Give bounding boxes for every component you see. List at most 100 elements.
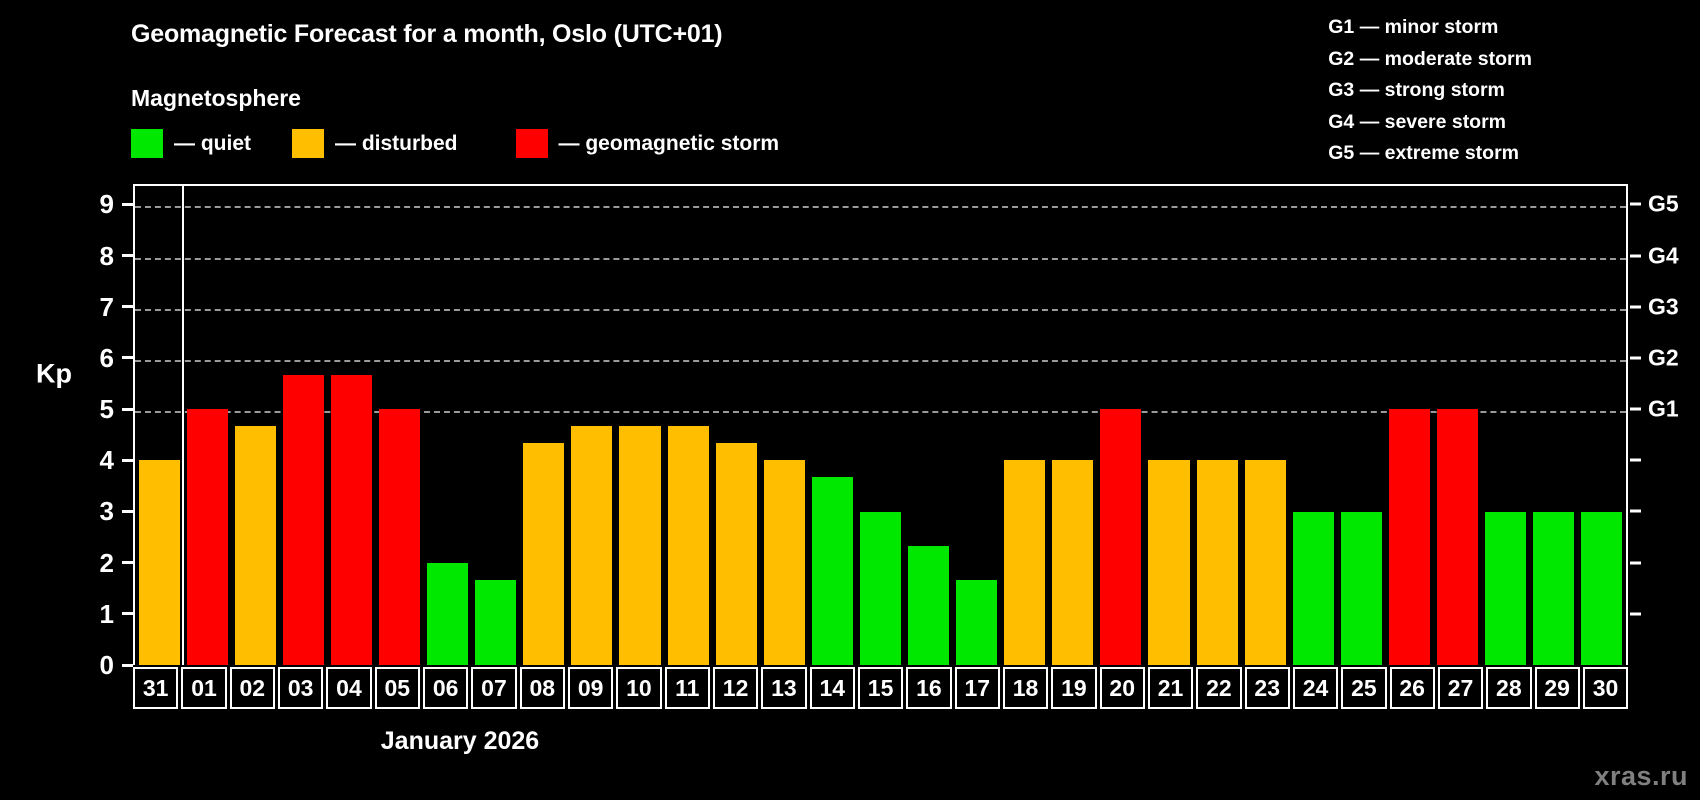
bar-day-30[interactable]: [1581, 511, 1623, 665]
day-label-22[interactable]: 22: [1196, 667, 1242, 709]
bar-day-12[interactable]: [715, 443, 757, 665]
day-label-27[interactable]: 27: [1437, 667, 1484, 709]
bar-day-27[interactable]: [1437, 409, 1479, 665]
bar-cell-day-01[interactable]: [183, 186, 231, 665]
bar-day-25[interactable]: [1340, 511, 1382, 665]
day-label-07[interactable]: 07: [471, 667, 517, 709]
day-label-10[interactable]: 10: [616, 667, 662, 709]
bar-day-26[interactable]: [1388, 409, 1431, 665]
bar-cell-day-31[interactable]: [135, 186, 183, 665]
bar-cell-day-24[interactable]: [1289, 186, 1337, 665]
bar-day-14[interactable]: [811, 477, 853, 665]
bar-cell-day-08[interactable]: [520, 186, 568, 665]
bar-day-20[interactable]: [1100, 409, 1142, 665]
day-label-15[interactable]: 15: [857, 667, 904, 709]
day-label-28[interactable]: 28: [1486, 667, 1532, 709]
bar-cell-day-30[interactable]: [1578, 186, 1626, 665]
bar-day-04[interactable]: [330, 374, 372, 665]
bar-cell-day-12[interactable]: [712, 186, 760, 665]
day-label-12[interactable]: 12: [712, 667, 759, 709]
bar-cell-day-04[interactable]: [327, 186, 375, 665]
bar-cell-day-20[interactable]: [1097, 186, 1145, 665]
day-label-23[interactable]: 23: [1244, 667, 1290, 709]
bar-day-29[interactable]: [1533, 511, 1575, 665]
day-label-19[interactable]: 19: [1051, 667, 1097, 709]
bar-cell-day-07[interactable]: [472, 186, 520, 665]
bar-day-23[interactable]: [1244, 460, 1286, 665]
bar-cell-day-11[interactable]: [664, 186, 712, 665]
bar-day-05[interactable]: [378, 409, 421, 665]
bar-cell-day-18[interactable]: [1001, 186, 1049, 665]
bar-cell-day-13[interactable]: [760, 186, 808, 665]
bar-day-03[interactable]: [282, 374, 324, 665]
bar-day-24[interactable]: [1292, 511, 1334, 665]
bar-cell-day-21[interactable]: [1145, 186, 1193, 665]
bar-day-21[interactable]: [1148, 460, 1190, 665]
bar-cell-day-02[interactable]: [231, 186, 279, 665]
day-label-21[interactable]: 21: [1147, 667, 1194, 709]
bar-cell-day-03[interactable]: [279, 186, 327, 665]
bar-day-19[interactable]: [1052, 460, 1094, 665]
day-label-29[interactable]: 29: [1534, 667, 1580, 709]
day-label-14[interactable]: 14: [809, 667, 855, 709]
day-label-11[interactable]: 11: [664, 667, 710, 709]
bar-cell-day-19[interactable]: [1049, 186, 1097, 665]
y-tick-mark-3: [122, 509, 133, 513]
y-tick-kp-4: 4: [60, 447, 133, 473]
day-label-31[interactable]: 31: [133, 667, 179, 709]
bar-day-07[interactable]: [475, 579, 517, 665]
day-label-08[interactable]: 08: [519, 667, 565, 709]
bar-day-08[interactable]: [523, 443, 565, 665]
bar-day-16[interactable]: [908, 545, 950, 665]
day-label-09[interactable]: 09: [567, 667, 614, 709]
day-label-25[interactable]: 25: [1341, 667, 1387, 709]
bar-day-11[interactable]: [667, 426, 709, 665]
gridline-kp-6: [135, 359, 1626, 362]
bar-cell-day-14[interactable]: [808, 186, 856, 665]
bar-day-01[interactable]: [186, 409, 228, 665]
day-label-04[interactable]: 04: [326, 667, 372, 709]
bar-day-10[interactable]: [619, 426, 661, 665]
bar-day-18[interactable]: [1004, 460, 1046, 665]
bar-cell-day-28[interactable]: [1482, 186, 1530, 665]
bar-cell-day-17[interactable]: [953, 186, 1001, 665]
bar-day-22[interactable]: [1196, 460, 1238, 665]
bar-cell-day-29[interactable]: [1530, 186, 1578, 665]
bar-day-15[interactable]: [859, 511, 901, 665]
y-tick-label-5: 5: [99, 394, 114, 425]
day-label-18[interactable]: 18: [1002, 667, 1049, 709]
day-label-24[interactable]: 24: [1292, 667, 1339, 709]
bar-day-28[interactable]: [1485, 511, 1527, 665]
day-label-06[interactable]: 06: [422, 667, 469, 709]
day-label-03[interactable]: 03: [277, 667, 324, 709]
bar-cell-day-27[interactable]: [1434, 186, 1482, 665]
bar-cell-day-25[interactable]: [1337, 186, 1385, 665]
day-label-13[interactable]: 13: [761, 667, 807, 709]
day-label-20[interactable]: 20: [1099, 667, 1145, 709]
day-label-01[interactable]: 01: [181, 667, 227, 709]
bar-cell-day-23[interactable]: [1241, 186, 1289, 665]
day-label-26[interactable]: 26: [1389, 667, 1435, 709]
day-label-16[interactable]: 16: [906, 667, 952, 709]
bar-day-13[interactable]: [763, 460, 805, 665]
bar-cell-day-22[interactable]: [1193, 186, 1241, 665]
day-label-30[interactable]: 30: [1582, 667, 1629, 709]
bar-cell-day-16[interactable]: [905, 186, 953, 665]
g-tick-minor-mark-kp-2: [1630, 561, 1641, 565]
bar-cell-day-15[interactable]: [856, 186, 904, 665]
bar-cell-day-26[interactable]: [1385, 186, 1433, 665]
y-tick-label-1: 1: [99, 598, 114, 629]
bar-cell-day-05[interactable]: [375, 186, 423, 665]
period-separator-line: [182, 186, 185, 665]
bar-day-09[interactable]: [571, 426, 613, 665]
day-label-17[interactable]: 17: [954, 667, 1000, 709]
bar-day-17[interactable]: [956, 579, 998, 665]
bar-cell-day-10[interactable]: [616, 186, 664, 665]
day-label-02[interactable]: 02: [229, 667, 275, 709]
bar-day-31[interactable]: [138, 460, 180, 665]
bar-day-06[interactable]: [427, 562, 469, 665]
bar-cell-day-06[interactable]: [424, 186, 472, 665]
bar-day-02[interactable]: [234, 426, 276, 665]
bar-cell-day-09[interactable]: [568, 186, 616, 665]
day-label-05[interactable]: 05: [374, 667, 420, 709]
